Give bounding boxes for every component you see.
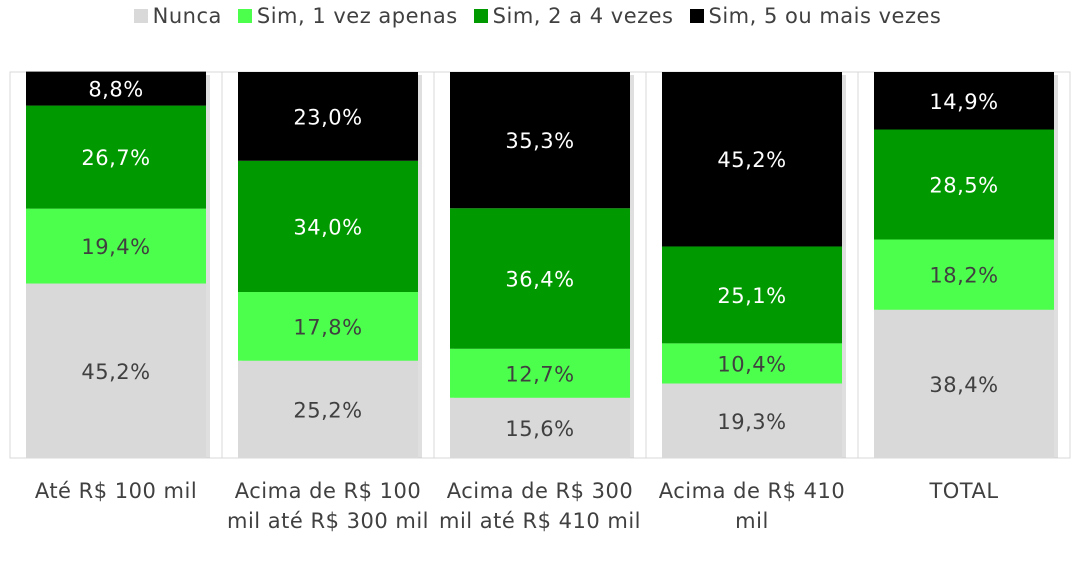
bar-segment [238, 292, 418, 361]
data-label: 45,2% [81, 360, 150, 384]
data-label: 36,4% [505, 268, 574, 292]
legend-item: Sim, 1 vez apenas [237, 4, 458, 28]
data-label: 25,2% [293, 398, 362, 422]
bar-segment [662, 72, 842, 247]
data-label: 12,7% [505, 362, 574, 386]
x-tick-label: Até R$ 100 mil [34, 479, 198, 503]
data-label: 8,8% [88, 78, 143, 102]
x-tick-label: Acima de R$ 300 mil até R$ 410 mil [438, 479, 641, 533]
legend-label: Sim, 2 a 4 vezes [492, 4, 674, 28]
bar-segment [662, 343, 842, 384]
legend-label: Nunca [152, 4, 222, 28]
legend-item: Sim, 2 a 4 vezes [473, 4, 674, 28]
bar-segment [874, 239, 1054, 310]
data-label: 10,4% [717, 352, 786, 376]
data-label: 17,8% [293, 315, 362, 339]
legend-swatch [133, 9, 148, 23]
bar-segment [26, 208, 206, 284]
x-tick-label: Acima de R$ 100 mil até R$ 300 mil [226, 479, 429, 533]
data-label: 25,1% [717, 284, 786, 308]
data-label: 38,4% [929, 373, 998, 397]
data-label: 14,9% [929, 90, 998, 114]
bar-segment [662, 383, 842, 458]
legend-label: Sim, 5 ou mais vezes [708, 4, 942, 28]
bar-segment [238, 160, 418, 293]
bar-segment [874, 72, 1054, 130]
data-label: 26,7% [81, 146, 150, 170]
data-label: 45,2% [717, 148, 786, 172]
bar-segment [450, 208, 630, 349]
data-label: 28,5% [929, 174, 998, 198]
bar-segment [26, 283, 206, 458]
bar-segment [26, 71, 206, 106]
data-label: 15,6% [505, 417, 574, 441]
data-label: 19,4% [81, 235, 150, 259]
legend: Nunca Sim, 1 vez apenas Sim, 2 a 4 vezes Si… [0, 4, 1075, 28]
legend-swatch [473, 9, 488, 23]
bar-segment [26, 105, 206, 209]
data-label: 19,3% [717, 410, 786, 434]
bar-segment [874, 129, 1054, 240]
legend-label: Sim, 1 vez apenas [256, 4, 458, 28]
bar-segment [450, 72, 630, 209]
bar-segment [238, 360, 418, 458]
legend-swatch [237, 9, 252, 23]
bar-segment [450, 348, 630, 398]
data-label: 23,0% [293, 105, 362, 129]
legend-item: Sim, 5 ou mais vezes [689, 4, 942, 28]
legend-swatch [689, 9, 704, 23]
x-tick-label: Acima de R$ 410 mil [658, 479, 846, 533]
data-label: 18,2% [929, 264, 998, 288]
x-tick-label: TOTAL [929, 479, 999, 503]
bar-segment [238, 72, 418, 161]
data-label: 35,3% [505, 129, 574, 153]
bar-segment [662, 246, 842, 344]
legend-item: Nunca [133, 4, 222, 28]
bar-segment [874, 309, 1054, 458]
data-label: 34,0% [293, 215, 362, 239]
bar-segment [450, 397, 630, 458]
